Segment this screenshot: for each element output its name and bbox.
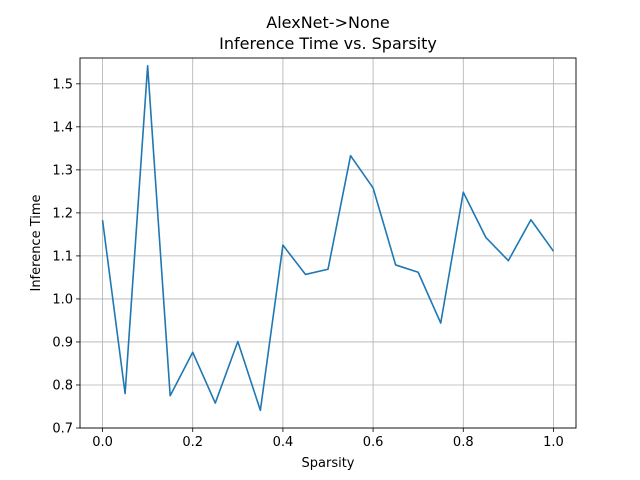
- y-tick-label: 1.5: [52, 77, 73, 92]
- y-tick-label: 0.8: [52, 378, 73, 393]
- y-tick-label: 0.7: [52, 422, 73, 437]
- y-axis-ticks: 0.7 0.8 0.9 1.0 1.1 1.2 1.3 1.4 1.5: [52, 77, 80, 437]
- y-tick-label: 1.2: [52, 206, 73, 221]
- x-tick-label: 0.0: [92, 435, 113, 450]
- x-tick-label: 0.6: [363, 435, 384, 450]
- y-tick-label: 0.9: [52, 335, 73, 350]
- x-tick-label: 0.8: [453, 435, 474, 450]
- y-axis-label: Inference Time: [29, 194, 44, 291]
- y-tick-label: 1.3: [52, 163, 73, 178]
- data-points: [102, 65, 554, 411]
- grid-lines: [80, 58, 576, 429]
- chart-title: AlexNet->None: [266, 13, 389, 32]
- x-tick-label: 0.2: [182, 435, 203, 450]
- y-tick-label: 1.4: [52, 120, 73, 135]
- x-tick-label: 0.4: [273, 435, 294, 450]
- x-axis-label: Sparsity: [302, 456, 355, 471]
- x-axis-ticks: 0.0 0.2 0.4 0.6 0.8 1.0: [92, 428, 564, 450]
- y-tick-label: 1.1: [52, 249, 73, 264]
- y-tick-label: 1.0: [52, 292, 73, 307]
- chart-subtitle: Inference Time vs. Sparsity: [219, 34, 437, 53]
- x-tick-label: 1.0: [543, 435, 564, 450]
- plot-area-frame: [79, 57, 577, 429]
